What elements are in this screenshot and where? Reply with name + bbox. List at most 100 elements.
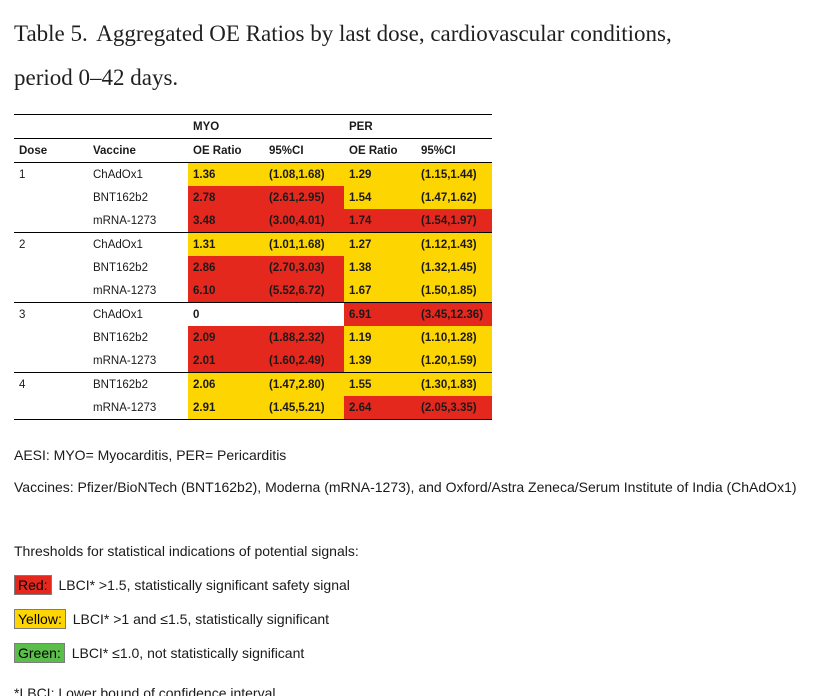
myo-oe-cell: 1.36 — [188, 162, 264, 187]
table-row: mRNA-1273 6.10 (5.52,6.72) 1.67 (1.50,1.85) — [14, 279, 493, 303]
per-ci-cell: (1.20,1.59) — [416, 349, 493, 373]
table-row: mRNA-1273 2.01 (1.60,2.49) 1.39 (1.20,1.59) — [14, 349, 493, 373]
myo-ci-cell: (5.52,6.72) — [264, 279, 345, 303]
table-row: 2 ChAdOx1 1.31 (1.01,1.68) 1.27 (1.12,1.43) — [14, 232, 493, 257]
myo-oe-cell: 2.01 — [188, 349, 264, 373]
footnote-lbci: *LBCI: Lower bound of confidence interva… — [14, 685, 276, 696]
group-header-myo: MYO — [188, 114, 345, 140]
myo-ci-cell: (2.61,2.95) — [264, 186, 345, 210]
per-oe-cell: 1.29 — [344, 162, 417, 187]
per-ci-cell: (1.12,1.43) — [416, 232, 493, 257]
group-header-spacer — [14, 114, 88, 140]
myo-ci-cell: (3.00,4.01) — [264, 209, 345, 233]
table-row: 3 ChAdOx1 0 6.91 (3.45,12.36) — [14, 302, 493, 327]
table-row: BNT162b2 2.09 (1.88,2.32) 1.19 (1.10,1.28) — [14, 326, 493, 350]
per-oe-cell: 1.27 — [344, 232, 417, 257]
vaccine-cell: BNT162b2 — [93, 261, 148, 274]
table-caption: Table 5. Aggregated OE Ratios by last do… — [14, 12, 726, 100]
oe-ratios-table: MYO PER Dose Vaccine OE Ratio 95%CI OE R… — [14, 114, 493, 421]
dose-cell — [14, 349, 88, 373]
col-header-per-ci: 95%CI — [416, 138, 493, 164]
table-row: mRNA-1273 2.91 (1.45,5.21) 2.64 (2.05,3.35) — [14, 396, 493, 421]
vaccine-cell: mRNA-1273 — [93, 214, 157, 227]
legend-chip-red: Red: — [14, 575, 52, 596]
group-header-per: PER — [344, 114, 493, 140]
myo-oe-cell: 6.10 — [188, 279, 264, 303]
dose-cell — [14, 209, 88, 233]
vaccine-cell: BNT162b2 — [88, 372, 188, 397]
dose-cell — [14, 396, 88, 421]
per-ci-cell: (1.32,1.45) — [416, 256, 493, 280]
per-ci-cell: (1.47,1.62) — [416, 186, 493, 210]
per-oe-cell: 1.74 — [344, 209, 417, 233]
dose-cell — [14, 256, 88, 279]
per-oe-cell: 6.91 — [344, 302, 417, 327]
per-oe-cell: 1.67 — [344, 279, 417, 303]
myo-oe-cell: 2.86 — [188, 256, 264, 280]
vaccine-cell: BNT162b2 — [93, 331, 148, 344]
col-header-vaccine: Vaccine — [88, 138, 188, 164]
legend-text: LBCI* >1 and ≤1.5, statistically signifi… — [68, 611, 330, 628]
per-oe-cell: 1.55 — [344, 372, 417, 397]
vaccine-cell: mRNA-1273 — [93, 284, 157, 297]
legend-chip-yellow: Yellow: — [14, 609, 66, 630]
dose-cell: 2 — [14, 232, 88, 257]
table-row: BNT162b2 2.78 (2.61,2.95) 1.54 (1.47,1.62) — [14, 186, 493, 210]
legend-chip-green: Green: — [14, 643, 65, 664]
col-header-myo-ci: 95%CI — [264, 138, 345, 164]
legend-text: LBCI* ≤1.0, not statistically significan… — [67, 645, 305, 662]
column-header-row: Dose Vaccine OE Ratio 95%CI OE Ratio 95%… — [14, 138, 493, 164]
table-row: mRNA-1273 3.48 (3.00,4.01) 1.74 (1.54,1.97) — [14, 209, 493, 233]
myo-ci-cell: (2.70,3.03) — [264, 256, 345, 280]
group-header-row: MYO PER — [14, 114, 493, 140]
myo-oe-cell: 3.48 — [188, 209, 264, 233]
per-ci-cell: (1.50,1.85) — [416, 279, 493, 303]
vaccine-cell: mRNA-1273 — [88, 396, 188, 421]
dose-cell — [14, 279, 88, 303]
myo-ci-cell — [264, 302, 345, 327]
myo-oe-cell: 1.31 — [188, 232, 264, 257]
vaccine-cell: ChAdOx1 — [88, 162, 188, 187]
legend: Red: LBCI* >1.5, statistically significa… — [14, 575, 827, 664]
per-ci-cell: (1.30,1.83) — [416, 372, 493, 397]
per-oe-cell: 2.64 — [344, 396, 417, 421]
myo-ci-cell: (1.45,5.21) — [264, 396, 345, 421]
col-header-dose: Dose — [14, 138, 88, 164]
legend-text: LBCI* >1.5, statistically significant sa… — [54, 577, 350, 594]
myo-ci-cell: (1.47,2.80) — [264, 372, 345, 397]
table-caption-text: Aggregated OE Ratios by last dose, cardi… — [14, 21, 672, 91]
legend-item-green: Green: LBCI* ≤1.0, not statistically sig… — [14, 643, 827, 664]
dose-cell: 1 — [14, 162, 88, 187]
dose-cell: 3 — [14, 302, 88, 327]
myo-ci-cell: (1.88,2.32) — [264, 326, 345, 350]
footnote-aesi: AESI: MYO= Myocarditis, PER= Pericarditi… — [14, 447, 287, 464]
table-caption-label: Table 5. — [14, 21, 88, 46]
table-row: 1 ChAdOx1 1.36 (1.08,1.68) 1.29 (1.15,1.44) — [14, 162, 493, 187]
table-row: BNT162b2 2.86 (2.70,3.03) 1.38 (1.32,1.45) — [14, 256, 493, 280]
col-header-myo-oe: OE Ratio — [188, 138, 264, 164]
per-oe-cell: 1.54 — [344, 186, 417, 210]
per-ci-cell: (1.15,1.44) — [416, 162, 493, 187]
dose-cell — [14, 186, 88, 209]
myo-oe-cell: 2.91 — [188, 396, 264, 421]
dose-cell — [14, 326, 88, 349]
myo-oe-cell: 2.09 — [188, 326, 264, 350]
dose-cell: 4 — [14, 372, 88, 397]
group-header-spacer — [88, 114, 188, 140]
per-ci-cell: (1.54,1.97) — [416, 209, 493, 233]
thresholds-title: Thresholds for statistical indications o… — [14, 543, 359, 560]
legend-item-red: Red: LBCI* >1.5, statistically significa… — [14, 575, 827, 596]
vaccine-cell: ChAdOx1 — [88, 302, 188, 327]
data-table: MYO PER Dose Vaccine OE Ratio 95%CI OE R… — [14, 114, 493, 421]
myo-oe-cell: 0 — [188, 302, 264, 327]
col-header-per-oe: OE Ratio — [344, 138, 417, 164]
per-ci-cell: (2.05,3.35) — [416, 396, 493, 421]
myo-ci-cell: (1.60,2.49) — [264, 349, 345, 373]
vaccine-cell: ChAdOx1 — [88, 232, 188, 257]
vaccine-cell: mRNA-1273 — [93, 354, 157, 367]
per-oe-cell: 1.39 — [344, 349, 417, 373]
myo-ci-cell: (1.01,1.68) — [264, 232, 345, 257]
myo-oe-cell: 2.06 — [188, 372, 264, 397]
footnotes: AESI: MYO= Myocarditis, PER= Pericarditi… — [14, 446, 827, 497]
